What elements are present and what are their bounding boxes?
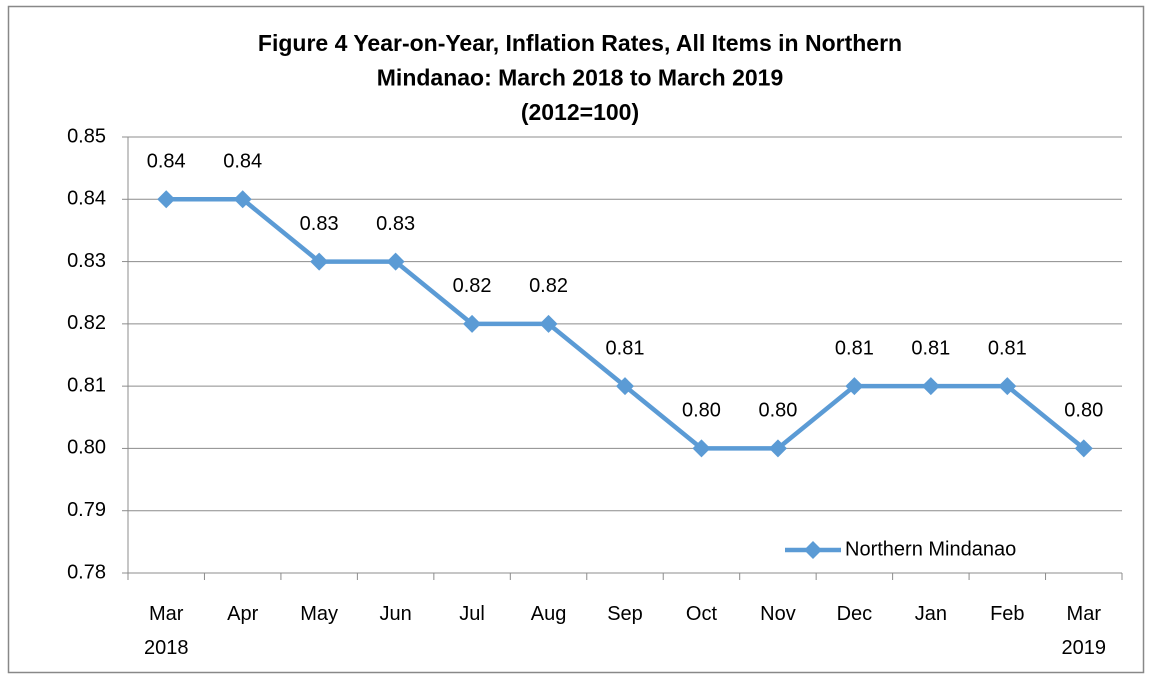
legend-marker — [804, 541, 822, 559]
marker — [310, 252, 329, 271]
x-tick-label: Dec — [837, 603, 873, 625]
y-tick-label: 0.85 — [67, 125, 106, 147]
x-tick-label: Mar 2018 — [144, 603, 189, 659]
data-label: 0.83 — [300, 213, 339, 235]
marker — [539, 314, 558, 333]
data-label: 0.80 — [1064, 400, 1103, 422]
chart-title: Figure 4 Year-on-Year, Inflation Rates, … — [258, 30, 902, 56]
data-label: 0.81 — [911, 337, 950, 359]
marker — [1074, 439, 1093, 458]
y-tick-label: 0.79 — [67, 499, 106, 521]
chart-frame — [7, 5, 1145, 674]
marker — [845, 377, 864, 396]
data-label: 0.82 — [453, 275, 492, 297]
x-tick-label: Aug — [531, 603, 567, 625]
x-tick-label: Jun — [379, 603, 411, 625]
x-tick-label: Jul — [459, 603, 485, 625]
x-tick-label: Feb — [990, 603, 1024, 625]
x-tick-label: Oct — [686, 603, 718, 625]
x-tick-label: Sep — [607, 603, 643, 625]
data-label: 0.82 — [529, 275, 568, 297]
data-label: 0.80 — [758, 400, 797, 422]
y-tick-label: 0.84 — [67, 188, 106, 210]
y-tick-label: 0.81 — [67, 374, 106, 396]
x-tick-label: Apr — [227, 603, 258, 625]
marker — [233, 190, 252, 209]
y-tick-label: 0.80 — [67, 437, 106, 459]
x-tick-label: Mar 2019 — [1062, 603, 1107, 659]
y-tick-label: 0.78 — [67, 561, 106, 583]
x-tick-label: May — [300, 603, 338, 625]
marker — [463, 314, 482, 333]
chart-title: (2012=100) — [521, 99, 639, 125]
marker — [157, 190, 176, 209]
data-label: 0.80 — [682, 400, 721, 422]
data-label: 0.83 — [376, 213, 415, 235]
y-tick-label: 0.83 — [67, 250, 106, 272]
marker — [998, 377, 1017, 396]
y-tick-label: 0.82 — [67, 312, 106, 334]
marker — [692, 439, 711, 458]
x-tick-label: Nov — [760, 603, 796, 625]
data-label: 0.84 — [223, 151, 262, 173]
marker — [386, 252, 405, 271]
chart-title: Mindanao: March 2018 to March 2019 — [377, 65, 783, 91]
marker — [921, 377, 940, 396]
marker — [616, 377, 634, 396]
data-label: 0.81 — [606, 337, 645, 359]
marker — [768, 439, 787, 458]
data-label: 0.81 — [835, 337, 874, 359]
data-label: 0.81 — [988, 337, 1027, 359]
legend-label: Northern Mindanao — [845, 538, 1016, 560]
data-label: 0.84 — [147, 151, 186, 173]
x-tick-label: Jan — [915, 603, 947, 625]
